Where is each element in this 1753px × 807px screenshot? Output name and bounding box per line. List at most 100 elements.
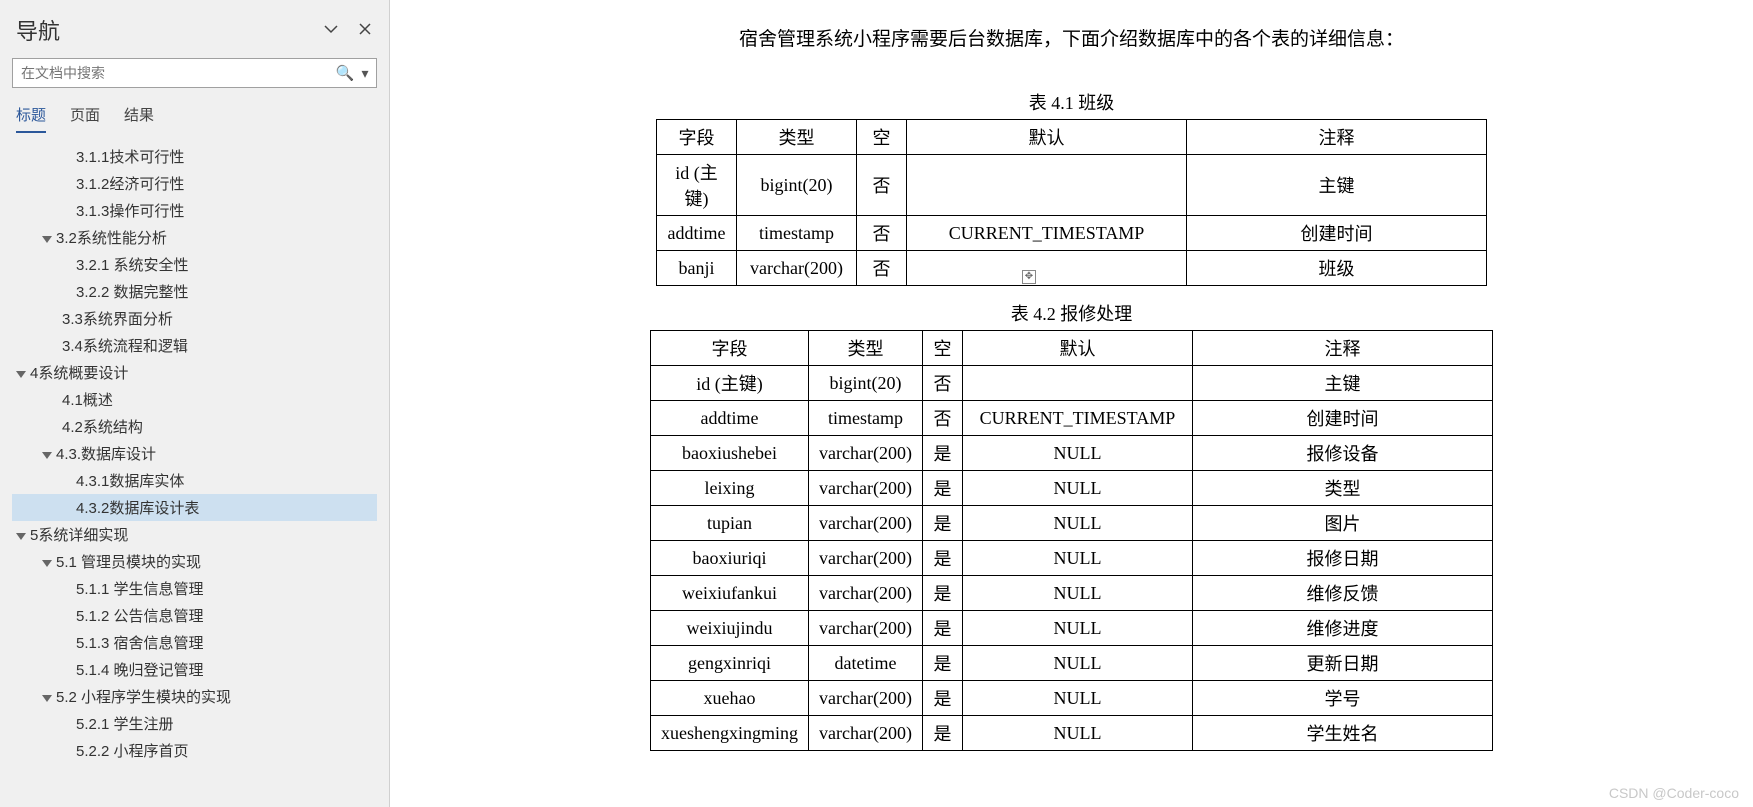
table-cell: baoxiuriqi <box>651 541 809 576</box>
outline-item[interactable]: 3.1.1技术可行性 <box>12 143 377 170</box>
table-cell: varchar(200) <box>809 611 923 646</box>
outline-item[interactable]: 3.1.2经济可行性 <box>12 170 377 197</box>
outline-label: 3.3系统界面分析 <box>62 311 173 328</box>
outline-tree: 3.1.1技术可行性 3.1.2经济可行性 3.1.3操作可行性 3.2系统性能分析 3… <box>12 133 377 799</box>
outline-label: 5.1.1 学生信息管理 <box>76 581 204 598</box>
search-box[interactable]: 🔍 ▾ <box>12 58 377 88</box>
table-header-cell: 类型 <box>737 120 857 155</box>
table-cell: CURRENT_TIMESTAMP <box>962 401 1192 436</box>
table-cell: NULL <box>962 506 1192 541</box>
table-cell: baoxiushebei <box>651 436 809 471</box>
table-cell: xuehao <box>651 681 809 716</box>
table-cell: 报修设备 <box>1192 436 1492 471</box>
outline-item[interactable]: 5.2 小程序学生模块的实现 <box>12 683 377 710</box>
outline-item[interactable]: 3.2.1 系统安全性 <box>12 251 377 278</box>
table-anchor-icon[interactable]: ✥ <box>1022 270 1036 284</box>
table-cell: 是 <box>922 716 962 751</box>
outline-item[interactable]: 5.1.3 宿舍信息管理 <box>12 629 377 656</box>
table-cell: 是 <box>922 436 962 471</box>
table-cell: 否 <box>857 251 907 286</box>
table-cell: 是 <box>922 576 962 611</box>
nav-header: 导航 <box>12 8 377 58</box>
table-row: banjivarchar(200)否班级 <box>657 251 1487 286</box>
table-header-row: 字段类型空默认注释 <box>657 120 1487 155</box>
table-cell: varchar(200) <box>809 681 923 716</box>
outline-label: 5.2 小程序学生模块的实现 <box>56 689 231 706</box>
table-cell: 图片 <box>1192 506 1492 541</box>
caret-icon <box>42 236 52 243</box>
outline-item[interactable]: 3.3系统界面分析 <box>12 305 377 332</box>
table-baoxiu: 字段类型空默认注释id (主键)bigint(20)否主键addtimetime… <box>650 330 1493 751</box>
outline-item[interactable]: 3.1.3操作可行性 <box>12 197 377 224</box>
table-cell: weixiujindu <box>651 611 809 646</box>
table-row: baoxiuriqivarchar(200)是NULL报修日期 <box>651 541 1493 576</box>
outline-item[interactable]: 4系统概要设计 <box>12 359 377 386</box>
table-row: xuehaovarchar(200)是NULL学号 <box>651 681 1493 716</box>
tab-pages[interactable]: 页面 <box>70 104 100 133</box>
outline-item[interactable]: 3.2系统性能分析 <box>12 224 377 251</box>
outline-item[interactable]: 5.2.2 小程序首页 <box>12 737 377 764</box>
table-cell: 创建时间 <box>1192 401 1492 436</box>
table-cell: datetime <box>809 646 923 681</box>
table-cell: NULL <box>962 681 1192 716</box>
table-cell: banji <box>657 251 737 286</box>
table-cell: varchar(200) <box>809 716 923 751</box>
table-cell: 是 <box>922 681 962 716</box>
table-cell: 类型 <box>1192 471 1492 506</box>
outline-item[interactable]: 4.3.数据库设计 <box>12 440 377 467</box>
intro-paragraph: 宿舍管理系统小程序需要后台数据库，下面介绍数据库中的各个表的详细信息： <box>450 24 1693 51</box>
table-row: id (主键)bigint(20)否主键 <box>651 366 1493 401</box>
table-cell: NULL <box>962 436 1192 471</box>
outline-item[interactable]: 3.4系统流程和逻辑 <box>12 332 377 359</box>
outline-label: 3.2.2 数据完整性 <box>76 284 189 301</box>
outline-label: 3.1.2经济可行性 <box>76 176 184 193</box>
search-input[interactable] <box>13 61 334 85</box>
outline-item[interactable]: 4.2系统结构 <box>12 413 377 440</box>
outline-item[interactable]: 5系统详细实现 <box>12 521 377 548</box>
table-cell: 维修反馈 <box>1192 576 1492 611</box>
table-cell: weixiufankui <box>651 576 809 611</box>
table-header-cell: 空 <box>857 120 907 155</box>
search-icon[interactable]: 🔍 <box>334 64 356 82</box>
tab-headings[interactable]: 标题 <box>16 104 46 133</box>
navigation-panel: 导航 🔍 ▾ 标题 页面 结果 3.1.1技术可行性3.1.2经济可行性3.1.… <box>0 0 390 807</box>
outline-item[interactable]: 3.2.2 数据完整性 <box>12 278 377 305</box>
table-cell: bigint(20) <box>737 155 857 216</box>
outline-item[interactable]: 5.1.1 学生信息管理 <box>12 575 377 602</box>
table-cell: 是 <box>922 506 962 541</box>
table-cell: 维修进度 <box>1192 611 1492 646</box>
outline-label: 4.1概述 <box>62 392 113 409</box>
outline-item[interactable]: 5.1.4 晚归登记管理 <box>12 656 377 683</box>
outline-item[interactable]: 5.1 管理员模块的实现 <box>12 548 377 575</box>
table-cell: CURRENT_TIMESTAMP <box>907 216 1187 251</box>
outline-label: 3.1.1技术可行性 <box>76 149 184 166</box>
tab-results[interactable]: 结果 <box>124 104 154 133</box>
outline-label: 3.2.1 系统安全性 <box>76 257 189 274</box>
table-header-cell: 注释 <box>1192 331 1492 366</box>
outline-item[interactable]: 4.3.1数据库实体 <box>12 467 377 494</box>
outline-label: 3.4系统流程和逻辑 <box>62 338 188 355</box>
table-cell: 班级 <box>1187 251 1487 286</box>
table-cell <box>962 366 1192 401</box>
table-cell: 报修日期 <box>1192 541 1492 576</box>
outline-item[interactable]: 4.1概述 <box>12 386 377 413</box>
outline-label: 3.2系统性能分析 <box>56 230 167 247</box>
watermark: CSDN @Coder-coco <box>1609 785 1739 801</box>
table-cell: tupian <box>651 506 809 541</box>
outline-item[interactable]: 5.1.2 公告信息管理 <box>12 602 377 629</box>
outline-item[interactable]: 4.3.2数据库设计表 <box>12 494 377 521</box>
nav-header-controls <box>323 21 373 40</box>
caret-icon <box>42 452 52 459</box>
table-cell <box>907 251 1187 286</box>
chevron-down-icon[interactable] <box>323 21 339 40</box>
close-icon[interactable] <box>357 21 373 40</box>
table-cell: 主键 <box>1192 366 1492 401</box>
outline-label: 5.1 管理员模块的实现 <box>56 554 201 571</box>
outline-label: 4.2系统结构 <box>62 419 143 436</box>
search-dropdown-icon[interactable]: ▾ <box>358 65 372 82</box>
outline-item[interactable]: 5.2.1 学生注册 <box>12 710 377 737</box>
table-cell: 主键 <box>1187 155 1487 216</box>
table-header-cell: 空 <box>922 331 962 366</box>
table-cell <box>907 155 1187 216</box>
table-header-cell: 默认 <box>962 331 1192 366</box>
